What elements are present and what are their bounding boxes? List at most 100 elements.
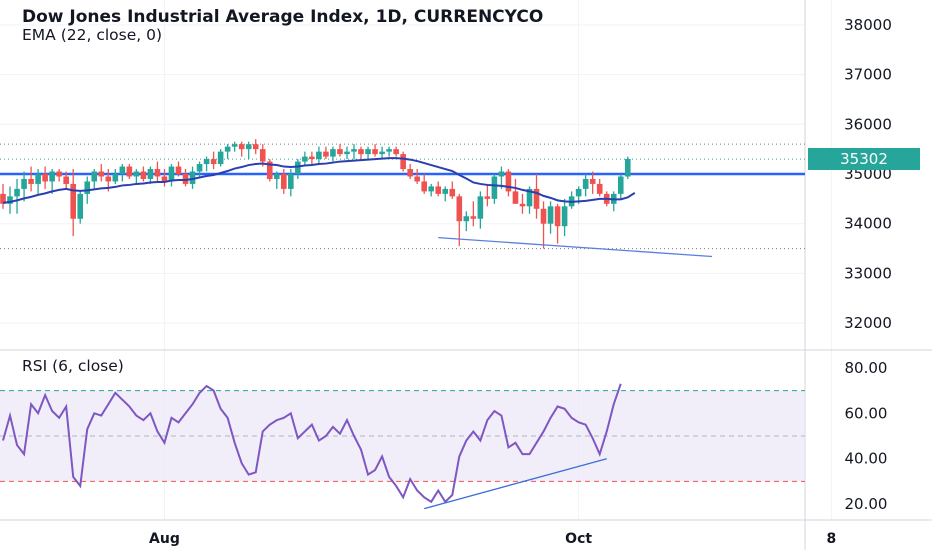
candle-body — [358, 149, 364, 155]
candle — [428, 183, 435, 197]
rsi-axis[interactable]: 80.00 60.00 40.00 20.00 — [845, 359, 888, 513]
candle-body — [498, 171, 505, 177]
candle — [119, 164, 126, 182]
candle — [554, 203, 561, 244]
time-tick-label: Oct — [565, 531, 592, 547]
candle — [519, 193, 526, 214]
candle-body — [147, 169, 154, 179]
candle — [126, 164, 133, 179]
rsi-pane[interactable] — [0, 383, 805, 510]
candle — [505, 169, 512, 197]
candle-body — [596, 183, 603, 194]
rsi-tick-label: 40.00 — [845, 450, 888, 468]
price-tick-label: 33000 — [844, 264, 892, 282]
candle-body — [154, 169, 161, 177]
candle-body — [624, 158, 631, 177]
candle — [484, 183, 491, 207]
candle-body — [98, 171, 105, 177]
candle — [288, 169, 294, 197]
candle-body — [316, 151, 322, 160]
candle-body — [49, 171, 55, 182]
rsi-tick-label: 80.00 — [845, 359, 888, 377]
candle-body — [463, 216, 470, 222]
candle — [154, 161, 161, 182]
candle-body — [70, 183, 76, 219]
time-tick-label: 8 — [826, 531, 836, 547]
rsi-legend: RSI (6, close) — [22, 357, 124, 375]
candle-body — [245, 144, 252, 150]
candle — [112, 169, 119, 184]
candle — [470, 201, 477, 227]
candle — [70, 169, 76, 237]
candle — [596, 178, 603, 197]
candle — [273, 171, 280, 189]
candle — [309, 151, 315, 165]
candle-body — [273, 174, 280, 179]
candle-body — [0, 193, 6, 204]
candle — [161, 169, 168, 187]
candle-body — [470, 216, 477, 219]
candle — [196, 161, 203, 177]
candle — [435, 181, 442, 197]
candle — [351, 144, 357, 160]
candle-body — [337, 149, 343, 155]
candle-body — [379, 151, 385, 155]
candle-body — [295, 161, 301, 174]
candle-body — [252, 144, 259, 150]
candle — [400, 151, 406, 172]
candle — [140, 166, 147, 182]
candle — [182, 169, 189, 187]
candle — [63, 171, 69, 189]
candle-body — [42, 174, 48, 182]
candle — [266, 159, 273, 182]
candle-body — [238, 144, 245, 150]
candle-body — [547, 206, 554, 224]
candle — [56, 169, 62, 182]
rsi-tick-label: 60.00 — [845, 404, 888, 422]
candle-body — [126, 166, 133, 177]
candle-body — [14, 188, 20, 197]
candle — [512, 178, 519, 204]
candle-body — [344, 151, 350, 155]
candle-body — [540, 208, 547, 224]
candle-body — [56, 171, 62, 177]
candle — [589, 171, 596, 194]
candle — [91, 169, 98, 189]
candle-body — [365, 149, 371, 155]
candle-body — [105, 176, 112, 182]
candle — [533, 174, 540, 219]
candle-body — [575, 188, 582, 197]
candle-body — [477, 196, 484, 219]
candle-body — [203, 159, 210, 165]
candle-body — [161, 176, 168, 182]
candle — [245, 141, 252, 160]
candle-body — [505, 171, 512, 192]
candle-body — [435, 186, 442, 194]
candle — [14, 178, 20, 214]
candle-body — [414, 176, 420, 182]
candle-body — [77, 193, 84, 219]
time-axis[interactable]: Aug Oct 8 — [149, 531, 836, 547]
price-pane[interactable] — [0, 139, 805, 258]
last-price-badge — [808, 147, 920, 170]
candle — [203, 156, 210, 172]
candle — [42, 166, 48, 189]
candle-body — [589, 178, 596, 184]
candle — [456, 193, 463, 247]
candle — [372, 144, 378, 157]
candle — [224, 144, 231, 160]
candle — [379, 146, 385, 160]
candle-body — [491, 176, 498, 199]
candle-body — [210, 159, 217, 165]
candle — [168, 164, 175, 187]
candle-body — [407, 169, 413, 177]
candle — [365, 146, 371, 160]
candle-body — [512, 191, 519, 204]
candle-body — [35, 174, 41, 184]
candle-body — [175, 166, 182, 174]
candle-body — [442, 188, 449, 194]
candle-body — [119, 166, 126, 174]
candle — [147, 166, 154, 184]
